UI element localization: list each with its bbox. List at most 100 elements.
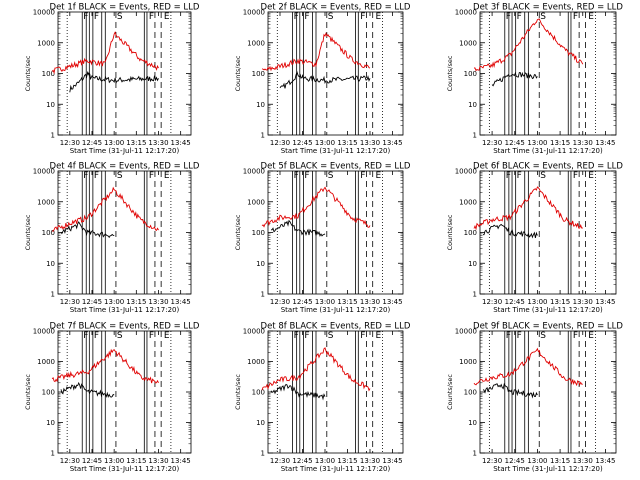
y-tick-label: 10 — [468, 419, 477, 427]
panel-2: Det 2f BLACK = Events, RED = LLD 1 10 100 10… — [234, 3, 411, 156]
series-lld — [51, 31, 159, 75]
x-tick-label: 12:30 — [270, 139, 290, 147]
phase-marker-E: E — [588, 12, 594, 22]
y-tick-label: 1000 — [37, 358, 55, 366]
phase-marker-F: F — [573, 331, 578, 341]
phase-marker-F: F — [360, 12, 365, 22]
x-tick-label: 13:45 — [382, 457, 402, 465]
phase-marker-S: S — [328, 171, 334, 181]
x-tick-label: 13:15 — [126, 139, 146, 147]
x-axis-label: Start Time (31-Jul-11 12:17:20) — [70, 306, 180, 314]
x-tick-label: 13:00 — [527, 457, 547, 465]
y-tick-label: 10000 — [455, 328, 477, 336]
phase-marker-E: E — [376, 171, 382, 181]
y-tick-label: 1 — [51, 132, 55, 140]
x-tick-label: 13:15 — [126, 457, 146, 465]
series-events — [271, 219, 326, 237]
y-tick-label: 1 — [261, 132, 265, 140]
x-axis-label: Start Time (31-Jul-11 12:17:20) — [493, 147, 603, 155]
phase-marker-F: F — [517, 12, 522, 22]
panel-1: Det 1f BLACK = Events, RED = LLD 1 10 100 10… — [24, 3, 200, 156]
x-axis-label: Start Time (31-Jul-11 12:17:20) — [70, 147, 180, 155]
x-tick-label: 13:15 — [126, 298, 146, 306]
x-axis-label: Start Time (31-Jul-11 12:17:20) — [281, 306, 391, 314]
phase-marker-E: E — [164, 12, 170, 22]
x-axis-label: Start Time (31-Jul-11 12:17:20) — [493, 465, 603, 473]
phase-marker-F: F — [94, 12, 99, 22]
phase-marker-F: F — [149, 171, 154, 181]
x-tick-label: 13:30 — [148, 139, 168, 147]
x-tick-label: 12:45 — [82, 457, 102, 465]
x-tick-label: 13:00 — [104, 457, 124, 465]
x-tick-label: 13:00 — [315, 457, 335, 465]
phase-marker-F: F — [506, 331, 511, 341]
x-axis-label: Start Time (31-Jul-11 12:17:20) — [493, 306, 603, 314]
y-tick-label: 10000 — [243, 168, 265, 176]
x-tick-label: 12:45 — [505, 139, 525, 147]
panel-title: Det 5f BLACK = Events, RED = LLD — [261, 162, 411, 172]
series-events — [69, 70, 159, 93]
phase-marker-S: S — [117, 12, 123, 22]
panel-9: Det 9f BLACK = Events, RED = LLD 1 10 100 10… — [446, 322, 623, 474]
x-tick-label: 12:30 — [60, 298, 80, 306]
x-tick-label: 13:30 — [360, 457, 380, 465]
panel-title: Det 9f BLACK = Events, RED = LLD — [473, 322, 623, 332]
phase-marker-S: S — [540, 12, 546, 22]
panel-title: Det 7f BLACK = Events, RED = LLD — [50, 322, 200, 332]
y-tick-label: 10 — [468, 260, 477, 268]
y-tick-label: 10000 — [243, 328, 265, 336]
phase-marker-E: E — [588, 171, 594, 181]
phase-marker-F: F — [94, 171, 99, 181]
phase-marker-S: S — [540, 171, 546, 181]
phase-marker-F: F — [506, 171, 511, 181]
x-tick-label: 12:30 — [270, 457, 290, 465]
phase-marker-S: S — [117, 331, 123, 341]
y-tick-label: 10000 — [33, 168, 55, 176]
y-tick-label: 10 — [46, 101, 55, 109]
series-events — [60, 381, 115, 399]
series-events — [60, 221, 115, 239]
phase-marker-F: F — [304, 171, 309, 181]
x-tick-label: 12:45 — [292, 457, 312, 465]
y-axis-label: Counts/sec — [24, 55, 32, 91]
y-tick-label: 1 — [51, 291, 55, 299]
x-tick-label: 13:45 — [595, 457, 615, 465]
phase-marker-F: F — [573, 171, 578, 181]
x-tick-label: 12:30 — [60, 139, 80, 147]
phase-marker-F: F — [149, 331, 154, 341]
x-tick-label: 13:45 — [595, 139, 615, 147]
x-tick-label: 13:00 — [315, 298, 335, 306]
x-tick-label: 13:30 — [573, 139, 593, 147]
x-tick-label: 13:30 — [360, 139, 380, 147]
panel-title: Det 4f BLACK = Events, RED = LLD — [50, 162, 200, 172]
phase-marker-F: F — [360, 171, 365, 181]
y-tick-label: 1000 — [459, 358, 477, 366]
x-tick-label: 13:45 — [171, 457, 191, 465]
y-tick-label: 100 — [252, 70, 265, 78]
phase-marker-E: E — [376, 331, 382, 341]
y-tick-label: 10 — [256, 101, 265, 109]
x-tick-label: 13:30 — [360, 298, 380, 306]
y-tick-label: 100 — [42, 389, 55, 397]
y-tick-label: 10 — [46, 260, 55, 268]
y-tick-label: 100 — [252, 389, 265, 397]
phase-marker-F: F — [517, 171, 522, 181]
series-events — [491, 71, 538, 87]
x-tick-label: 13:15 — [550, 139, 570, 147]
panel-title: Det 2f BLACK = Events, RED = LLD — [261, 3, 411, 13]
series-events — [483, 223, 538, 239]
x-tick-label: 12:30 — [482, 457, 502, 465]
y-tick-label: 10 — [256, 260, 265, 268]
y-axis-label: Counts/sec — [446, 55, 454, 91]
phase-marker-F: F — [294, 171, 299, 181]
x-tick-label: 12:30 — [270, 298, 290, 306]
y-tick-label: 1 — [473, 291, 477, 299]
y-tick-label: 100 — [464, 229, 477, 237]
x-tick-label: 12:45 — [292, 139, 312, 147]
y-tick-label: 10 — [468, 101, 477, 109]
y-tick-label: 1000 — [37, 198, 55, 206]
y-tick-label: 1000 — [37, 39, 55, 47]
series-lld — [474, 18, 584, 72]
phase-marker-S: S — [117, 171, 123, 181]
